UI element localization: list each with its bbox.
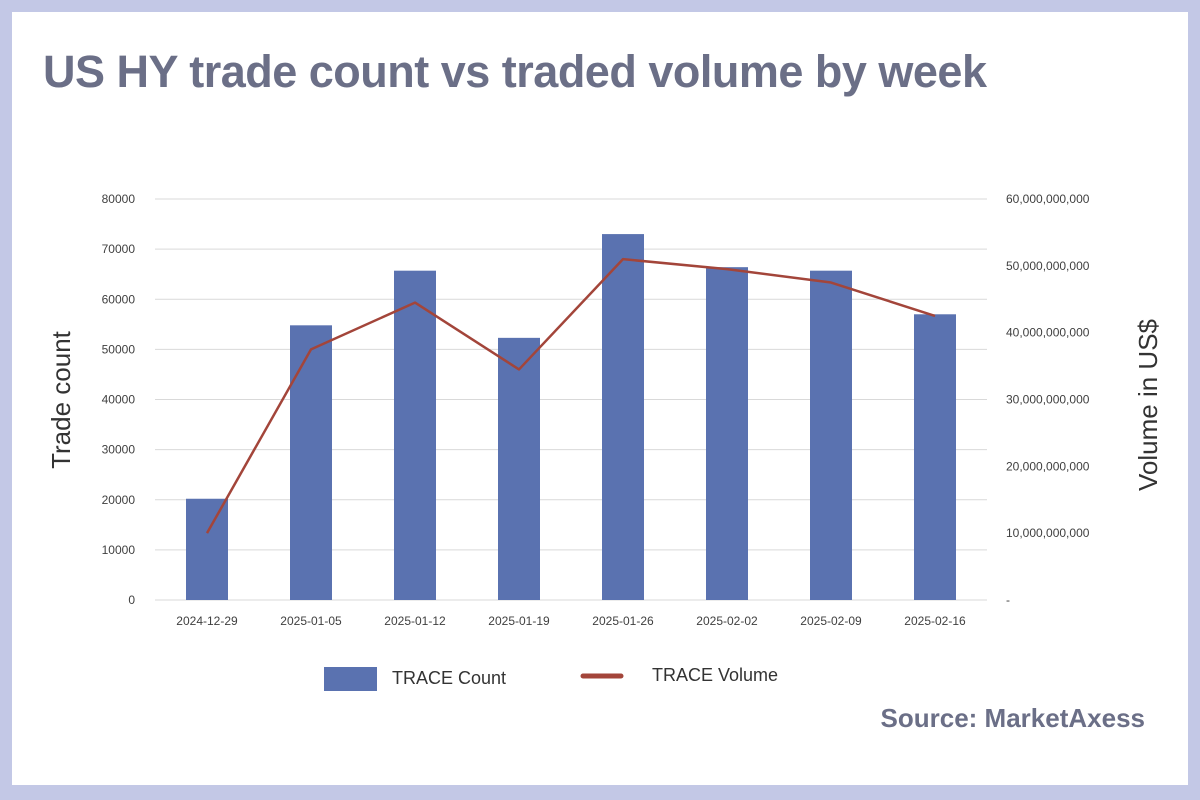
- bar: [810, 270, 852, 600]
- x-tick-label: 2025-02-02: [696, 614, 758, 628]
- y-axis-title: Trade count: [46, 330, 76, 469]
- x-tick-label: 2025-02-09: [800, 614, 862, 628]
- x-tick-label: 2025-01-12: [384, 614, 446, 628]
- legend-label-volume: TRACE Volume: [652, 665, 778, 685]
- bar: [706, 267, 748, 600]
- y-tick-label: 20000: [102, 493, 136, 507]
- x-tick-label: 2025-01-19: [488, 614, 550, 628]
- chart-title: US HY trade count vs traded volume by we…: [43, 46, 987, 97]
- y2-tick-label: 40,000,000,000: [1006, 326, 1090, 340]
- legend-label-count: TRACE Count: [392, 668, 506, 688]
- x-tick-label: 2025-02-16: [904, 614, 966, 628]
- bar: [186, 498, 228, 600]
- x-tick-label: 2025-01-05: [280, 614, 342, 628]
- y-tick-label: 40000: [102, 393, 136, 407]
- legend-swatch-count: [324, 667, 377, 691]
- y2-tick-label: 20,000,000,000: [1006, 459, 1090, 473]
- x-tick-label: 2025-01-26: [592, 614, 654, 628]
- bar: [498, 337, 540, 600]
- y-tick-label: 80000: [102, 192, 136, 206]
- y-tick-label: 70000: [102, 242, 136, 256]
- bar: [602, 234, 644, 600]
- y2-tick-label: 60,000,000,000: [1006, 192, 1090, 206]
- bar: [290, 325, 332, 600]
- y-tick-label: 50000: [102, 342, 136, 356]
- y-tick-label: 10000: [102, 543, 136, 557]
- y-tick-label: 0: [128, 593, 135, 607]
- y2-axis-title: Volume in US$: [1133, 318, 1163, 491]
- y2-tick-label: 50,000,000,000: [1006, 259, 1090, 273]
- source-note: Source: MarketAxess: [880, 703, 1145, 733]
- y2-tick-label: -: [1006, 593, 1010, 607]
- y2-tick-label: 10,000,000,000: [1006, 526, 1090, 540]
- y2-tick-label: 30,000,000,000: [1006, 393, 1090, 407]
- series-line-trace-volume: [205, 257, 936, 534]
- bar: [394, 270, 436, 600]
- y-tick-label: 30000: [102, 443, 136, 457]
- y-tick-label: 60000: [102, 292, 136, 306]
- bar: [914, 314, 956, 600]
- chart-card: [12, 12, 1188, 785]
- x-tick-label: 2024-12-29: [176, 614, 238, 628]
